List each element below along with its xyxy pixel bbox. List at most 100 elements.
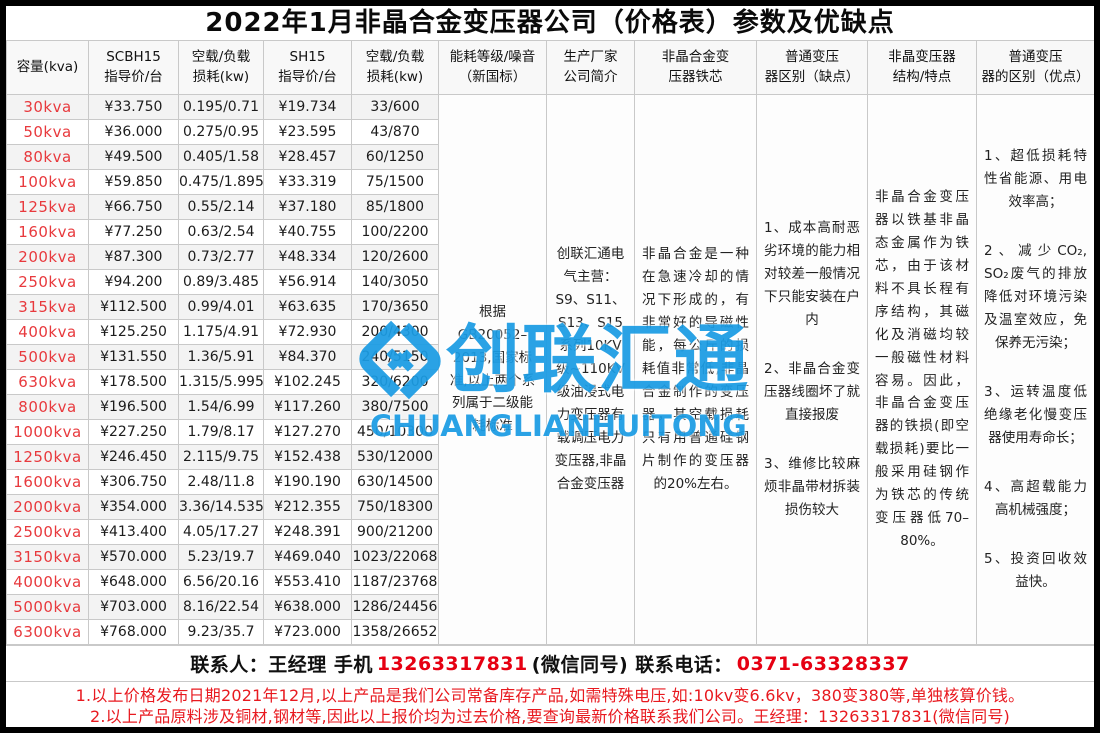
sh15-loss-cell: 120/2600 <box>351 244 439 270</box>
scbh15-loss-cell: 0.475/1.895 <box>178 169 264 195</box>
capacity-cell: 6300kva <box>6 619 89 645</box>
sh15-loss-cell: 320/6200 <box>351 369 439 395</box>
sh15-loss-cell: 630/14500 <box>351 469 439 495</box>
sh15-loss-cell: 75/1500 <box>351 169 439 195</box>
sh15-loss-cell: 100/2200 <box>351 219 439 245</box>
scbh15-price-cell: ¥94.200 <box>88 269 179 295</box>
manufacturer-cell: 创联汇通电气主营：S9、S11、S13、S15系列10KV级~110KV级油浸式… <box>546 94 635 645</box>
column-header: 普通变压 器区别（缺点） <box>756 40 868 95</box>
footnotes: 1.以上价格发布日期2021年12月,以上产品是我们公司常备库存产品,如需特殊电… <box>6 681 1094 727</box>
scbh15-loss-cell: 0.73/2.77 <box>178 244 264 270</box>
scbh15-price-cell: ¥648.000 <box>88 569 179 595</box>
table-row: 3150kva ¥570.000 5.23/19.7 ¥469.040 1023/220… <box>6 544 1095 570</box>
price-sheet: 2022年1月非晶合金变压器公司（价格表）参数及优缺点 容量(kva) SCBH1… <box>6 6 1094 727</box>
scbh15-loss-cell: 0.405/1.58 <box>178 144 264 170</box>
table-row: 160kva ¥77.250 0.63/2.54 ¥40.755 100/2200 <box>6 219 1095 245</box>
column-header: 普通变压 器的区别（优点） <box>976 40 1094 95</box>
sh15-price-cell: ¥37.180 <box>263 194 352 220</box>
scbh15-price-cell: ¥125.250 <box>88 319 179 345</box>
sh15-loss-cell: 380/7500 <box>351 394 439 420</box>
scbh15-loss-cell: 0.275/0.95 <box>178 119 264 145</box>
sh15-price-cell: ¥248.391 <box>263 519 352 545</box>
scbh15-price-cell: ¥87.300 <box>88 244 179 270</box>
scbh15-loss-cell: 1.79/8.17 <box>178 419 264 445</box>
scbh15-price-cell: ¥246.450 <box>88 444 179 470</box>
contact-label-2: (微信同号) 联系电话： <box>531 654 733 676</box>
sh15-price-cell: ¥28.457 <box>263 144 352 170</box>
table-row: 315kva ¥112.500 0.99/4.01 ¥63.635 170/3650 <box>6 294 1095 320</box>
sh15-price-cell: ¥33.319 <box>263 169 352 195</box>
table-row: 50kva ¥36.000 0.275/0.95 ¥23.595 43/870 <box>6 119 1095 145</box>
table-row: 6300kva ¥768.000 9.23/35.7 ¥723.000 1358/266… <box>6 619 1095 645</box>
contact-mobile-number: 13263317831 <box>376 652 528 675</box>
sh15-price-cell: ¥40.755 <box>263 219 352 245</box>
scbh15-loss-cell: 0.195/0.71 <box>178 94 264 120</box>
scbh15-price-cell: ¥33.750 <box>88 94 179 120</box>
scbh15-loss-cell: 9.23/35.7 <box>178 619 264 645</box>
scbh15-price-cell: ¥36.000 <box>88 119 179 145</box>
sh15-price-cell: ¥48.334 <box>263 244 352 270</box>
scbh15-price-cell: ¥413.400 <box>88 519 179 545</box>
scbh15-loss-cell: 3.36/14.535 <box>178 494 264 520</box>
scbh15-price-cell: ¥768.000 <box>88 619 179 645</box>
table-row: 4000kva ¥648.000 6.56/20.16 ¥553.410 1187/23… <box>6 569 1095 595</box>
scbh15-loss-cell: 4.05/17.27 <box>178 519 264 545</box>
scbh15-price-cell: ¥354.000 <box>88 494 179 520</box>
sh15-price-cell: ¥127.270 <box>263 419 352 445</box>
table-row: 80kva ¥49.500 0.405/1.58 ¥28.457 60/1250 <box>6 144 1095 170</box>
sh15-price-cell: ¥19.734 <box>263 94 352 120</box>
scbh15-loss-cell: 0.99/4.01 <box>178 294 264 320</box>
page-title: 2022年1月非晶合金变压器公司（价格表）参数及优缺点 <box>205 8 895 38</box>
column-header: 空载/负载 损耗(kw) <box>178 40 264 95</box>
scbh15-price-cell: ¥196.500 <box>88 394 179 420</box>
capacity-cell: 1600kva <box>6 469 89 495</box>
table-row: 1000kva ¥227.250 1.79/8.17 ¥127.270 450/1030… <box>6 419 1095 445</box>
sh15-price-cell: ¥723.000 <box>263 619 352 645</box>
capacity-cell: 5000kva <box>6 594 89 620</box>
header-row: 容量(kva) SCBH15 指导价/台 空载/负载 损耗(kw) SH15 指导价/台 空载… <box>6 40 1094 95</box>
scbh15-price-cell: ¥49.500 <box>88 144 179 170</box>
table-row: 30kva ¥33.750 0.195/0.71 ¥19.734 33/600 根据GB2… <box>6 94 1094 645</box>
sh15-loss-cell: 60/1250 <box>351 144 439 170</box>
sh15-price-cell: ¥72.930 <box>263 319 352 345</box>
capacity-cell: 160kva <box>6 219 89 245</box>
scbh15-loss-cell: 0.89/3.485 <box>178 269 264 295</box>
capacity-cell: 3150kva <box>6 544 89 570</box>
capacity-cell: 4000kva <box>6 569 89 595</box>
scbh15-loss-cell: 1.175/4.91 <box>178 319 264 345</box>
sh15-price-cell: ¥152.438 <box>263 444 352 470</box>
structure-cell: 非晶合金变压器以铁基非晶态金属作为铁芯，由于该材料不具长程有序结构，其磁化及消磁… <box>867 94 977 645</box>
sh15-loss-cell: 43/870 <box>351 119 439 145</box>
scbh15-loss-cell: 5.23/19.7 <box>178 544 264 570</box>
capacity-cell: 630kva <box>6 369 89 395</box>
table-row: 5000kva ¥703.000 8.16/22.54 ¥638.000 1286/24… <box>6 594 1095 620</box>
column-header: 能耗等级/噪音 （新国标） <box>438 40 547 95</box>
price-table: 容量(kva) SCBH15 指导价/台 空载/负载 损耗(kw) SH15 指导价/台 空载… <box>6 40 1094 645</box>
table-row: 1600kva ¥306.750 2.48/11.8 ¥190.190 630/1450… <box>6 469 1095 495</box>
sh15-loss-cell: 200/4300 <box>351 319 439 345</box>
table-row: 2000kva ¥354.000 3.36/14.535 ¥212.355 750/18… <box>6 494 1095 520</box>
capacity-cell: 50kva <box>6 119 89 145</box>
sh15-loss-cell: 170/3650 <box>351 294 439 320</box>
capacity-cell: 500kva <box>6 344 89 370</box>
disadvantages-cell: 1、成本高耐恶劣环境的能力相对较差一般情况下只能安装在户内 2、非晶合金变压器线圈… <box>756 94 868 645</box>
sh15-price-cell: ¥23.595 <box>263 119 352 145</box>
scbh15-loss-cell: 2.48/11.8 <box>178 469 264 495</box>
sh15-loss-cell: 85/1800 <box>351 194 439 220</box>
capacity-cell: 1000kva <box>6 419 89 445</box>
core-description-cell: 非晶合金是一种在急速冷却的情况下形成的，有非常好的导磁性能，每公斤的损耗值非常低… <box>634 94 757 645</box>
column-header: 非晶合金变 压器铁芯 <box>634 40 757 95</box>
scbh15-price-cell: ¥131.550 <box>88 344 179 370</box>
capacity-cell: 125kva <box>6 194 89 220</box>
sh15-price-cell: ¥212.355 <box>263 494 352 520</box>
sh15-loss-cell: 1023/22068 <box>351 544 439 570</box>
sh15-price-cell: ¥84.370 <box>263 344 352 370</box>
sh15-price-cell: ¥553.410 <box>263 569 352 595</box>
sh15-loss-cell: 1286/24456 <box>351 594 439 620</box>
sh15-loss-cell: 900/21200 <box>351 519 439 545</box>
sh15-loss-cell: 1358/26652 <box>351 619 439 645</box>
scbh15-price-cell: ¥306.750 <box>88 469 179 495</box>
capacity-cell: 800kva <box>6 394 89 420</box>
table-row: 1250kva ¥246.450 2.115/9.75 ¥152.438 530/120… <box>6 444 1095 470</box>
footnote-1: 1.以上价格发布日期2021年12月,以上产品是我们公司常备库存产品,如需特殊电… <box>75 686 1025 705</box>
